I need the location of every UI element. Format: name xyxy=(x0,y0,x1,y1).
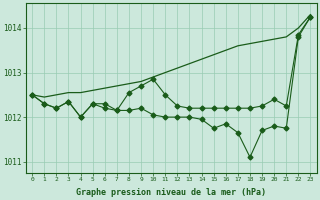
X-axis label: Graphe pression niveau de la mer (hPa): Graphe pression niveau de la mer (hPa) xyxy=(76,188,266,197)
